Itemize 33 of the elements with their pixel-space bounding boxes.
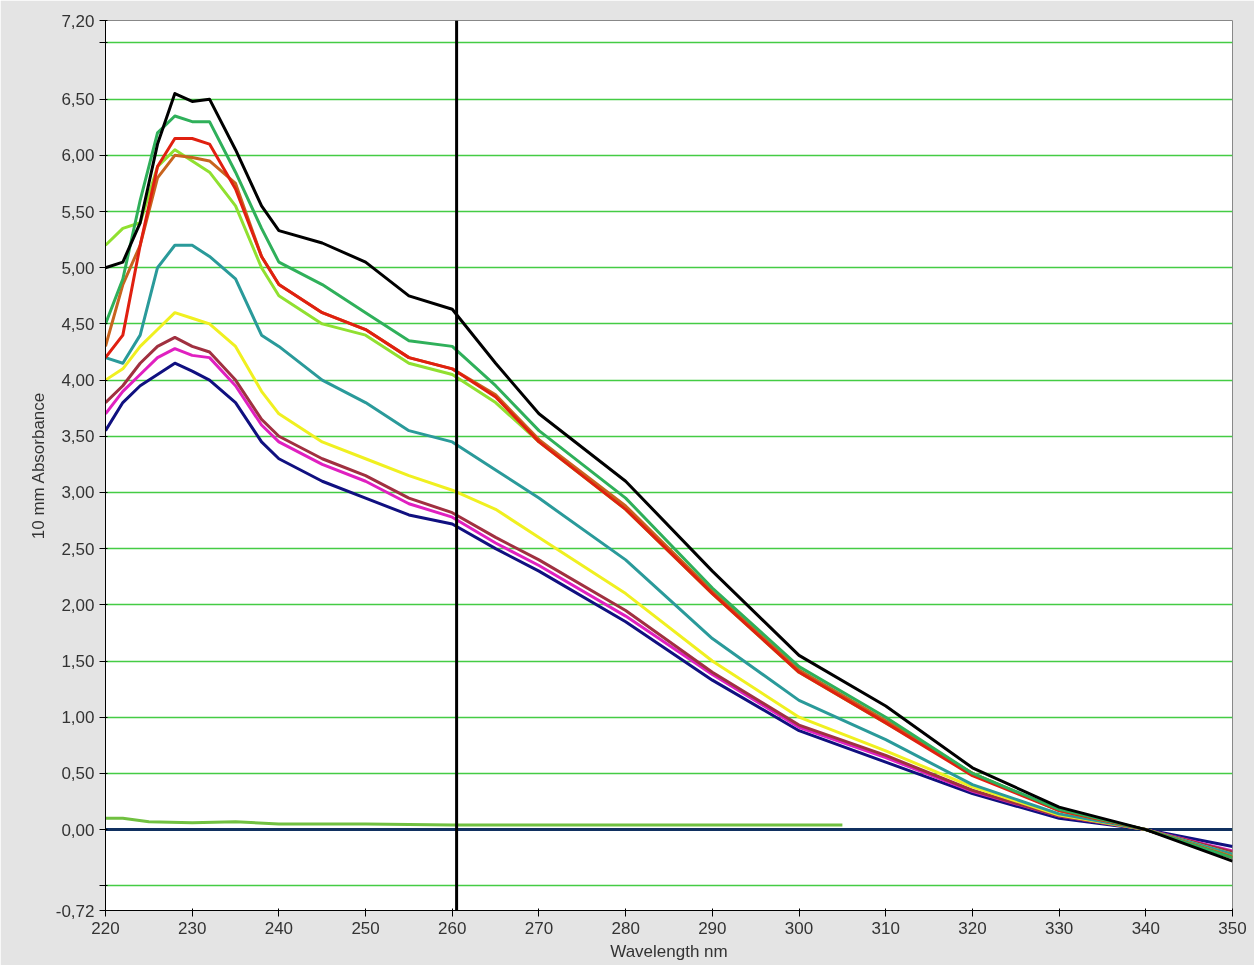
x-tick-label: 280 <box>611 918 640 938</box>
x-tick-label: 340 <box>1131 918 1160 938</box>
y-tick-label: 0,50 <box>61 764 95 784</box>
y-tick-label: 5,50 <box>61 202 95 222</box>
x-axis-title: Wavelength nm <box>610 941 728 961</box>
x-tick-label: 320 <box>958 918 987 938</box>
y-tick-label: 4,50 <box>61 314 95 334</box>
y-tick-label: 4,00 <box>61 371 95 391</box>
y-tick-label: 1,50 <box>61 652 95 672</box>
x-tick-label: 220 <box>91 918 120 938</box>
line-series <box>105 816 844 827</box>
y-tick-label: 3,50 <box>61 427 95 447</box>
y-tick-label: 6,50 <box>61 90 95 110</box>
y-axis-title: 10 mm Absorbance <box>28 392 48 540</box>
x-tick-label: 290 <box>698 918 727 938</box>
y-tick-label: 3,00 <box>61 483 95 503</box>
y-tick-label: 2,50 <box>61 539 95 559</box>
x-tick-label: 230 <box>178 918 207 938</box>
y-tick-label: 7,20 <box>61 11 95 31</box>
x-tick-label: 300 <box>784 918 814 938</box>
y-tick-label: 0,00 <box>61 820 95 840</box>
y-tick-label: 6,00 <box>61 146 95 166</box>
y-tick-label: 5,00 <box>61 258 95 278</box>
x-tick-label: 350 <box>1218 918 1247 938</box>
y-tick-label: 1,00 <box>61 708 95 728</box>
x-tick-label: 310 <box>871 918 900 938</box>
x-tick-label: 240 <box>264 918 294 938</box>
x-tick-label: 270 <box>524 918 554 938</box>
x-tick-label: 250 <box>351 918 380 938</box>
x-tick-label: 260 <box>438 918 467 938</box>
y-tick-label: 2,00 <box>61 595 95 615</box>
y-tick-label: -0,72 <box>55 901 95 921</box>
x-tick-label: 330 <box>1044 918 1074 938</box>
